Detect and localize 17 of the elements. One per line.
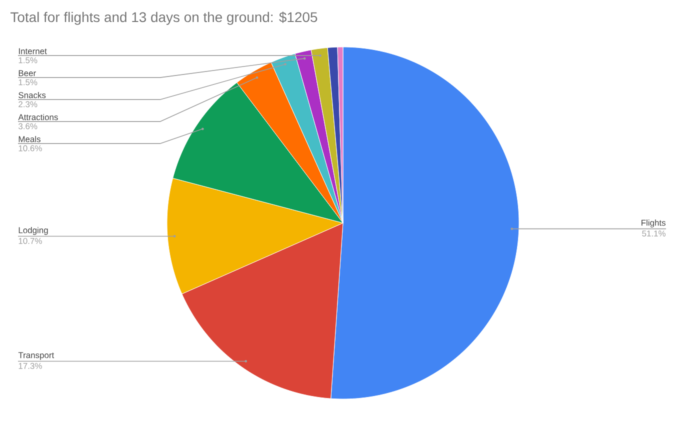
- chart-title: Total for flights and 13 days on the ground: $1205: [10, 12, 318, 25]
- slice-label: Beer: [18, 70, 36, 76]
- data-label: 3.6%: [18, 123, 38, 130]
- data-label: 17.3%: [18, 362, 42, 369]
- data-label: 51.1%: [642, 230, 666, 236]
- data-label: 1.5%: [18, 57, 38, 64]
- data-label: 10.6%: [18, 145, 42, 152]
- data-label: 1.5%: [18, 79, 38, 86]
- slice-label: Lodging: [18, 226, 48, 235]
- slice-label: Meals: [18, 136, 40, 142]
- slice-label: Flights: [642, 220, 666, 228]
- data-label: 2.3%: [18, 101, 38, 108]
- slice-label: Internet: [18, 48, 47, 54]
- slice-label: Transport: [18, 352, 54, 360]
- slice-label: Attractions: [18, 114, 58, 120]
- slice-label: Snacks: [18, 92, 46, 98]
- data-label: 10.7%: [18, 238, 42, 244]
